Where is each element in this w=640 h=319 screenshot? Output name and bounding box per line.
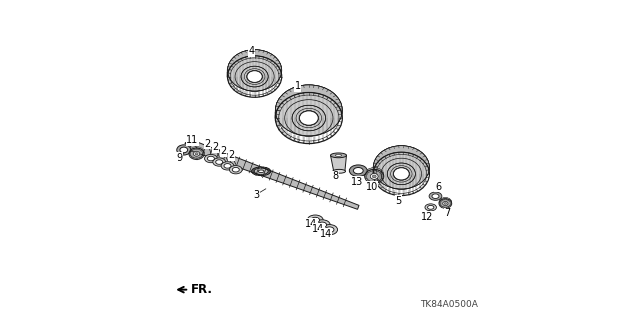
Text: 13: 13 (351, 177, 363, 187)
Ellipse shape (224, 164, 231, 168)
Ellipse shape (371, 174, 378, 179)
Text: 6: 6 (435, 182, 441, 192)
Text: FR.: FR. (191, 283, 213, 296)
Ellipse shape (428, 205, 434, 209)
Text: 11: 11 (186, 135, 198, 145)
Ellipse shape (318, 222, 326, 228)
Text: 8: 8 (332, 171, 339, 181)
Ellipse shape (300, 111, 318, 125)
Ellipse shape (330, 153, 346, 158)
Text: 1: 1 (294, 81, 301, 91)
Ellipse shape (394, 168, 409, 180)
Ellipse shape (325, 227, 334, 233)
Ellipse shape (425, 204, 436, 211)
Ellipse shape (432, 194, 439, 198)
Polygon shape (189, 147, 204, 153)
Ellipse shape (247, 71, 262, 82)
Ellipse shape (247, 71, 262, 82)
Ellipse shape (373, 146, 429, 189)
Ellipse shape (207, 156, 214, 161)
Ellipse shape (232, 167, 239, 172)
Ellipse shape (300, 111, 318, 125)
Ellipse shape (227, 50, 282, 91)
Ellipse shape (349, 165, 367, 176)
Ellipse shape (429, 192, 442, 200)
Ellipse shape (321, 225, 337, 235)
Ellipse shape (443, 202, 448, 205)
Text: 5: 5 (395, 196, 401, 206)
Ellipse shape (353, 167, 363, 174)
Text: 14: 14 (312, 224, 324, 234)
Text: 2: 2 (220, 146, 227, 156)
Text: 7: 7 (444, 208, 451, 218)
Text: 9: 9 (177, 153, 182, 163)
Text: TK84A0500A: TK84A0500A (420, 300, 478, 309)
Ellipse shape (365, 168, 384, 182)
Polygon shape (189, 140, 359, 209)
Text: 2: 2 (205, 138, 211, 149)
Text: 2: 2 (228, 150, 234, 160)
Ellipse shape (311, 217, 319, 223)
Ellipse shape (372, 175, 376, 178)
Text: 14: 14 (305, 219, 317, 229)
Ellipse shape (195, 152, 198, 155)
Ellipse shape (180, 147, 188, 153)
Text: 4: 4 (248, 46, 255, 56)
Ellipse shape (439, 197, 452, 207)
Polygon shape (228, 50, 282, 73)
Text: 10: 10 (365, 182, 378, 192)
Ellipse shape (444, 203, 447, 204)
Ellipse shape (314, 220, 330, 230)
Ellipse shape (205, 154, 218, 163)
Ellipse shape (307, 215, 323, 225)
Text: 3: 3 (253, 189, 259, 200)
Text: 2: 2 (212, 142, 218, 152)
Ellipse shape (229, 166, 242, 174)
Ellipse shape (221, 162, 234, 170)
Ellipse shape (189, 147, 204, 158)
Text: 12: 12 (420, 212, 433, 222)
Polygon shape (276, 85, 342, 114)
Polygon shape (439, 197, 452, 203)
Ellipse shape (177, 145, 191, 155)
Ellipse shape (193, 152, 200, 156)
Ellipse shape (333, 169, 346, 173)
Ellipse shape (394, 168, 409, 180)
Text: 14: 14 (319, 228, 332, 239)
Ellipse shape (259, 170, 264, 173)
Polygon shape (330, 155, 346, 171)
Polygon shape (365, 168, 384, 175)
Ellipse shape (213, 158, 225, 166)
Ellipse shape (216, 160, 223, 164)
Polygon shape (374, 146, 429, 170)
Ellipse shape (275, 85, 342, 136)
Ellipse shape (335, 154, 342, 156)
